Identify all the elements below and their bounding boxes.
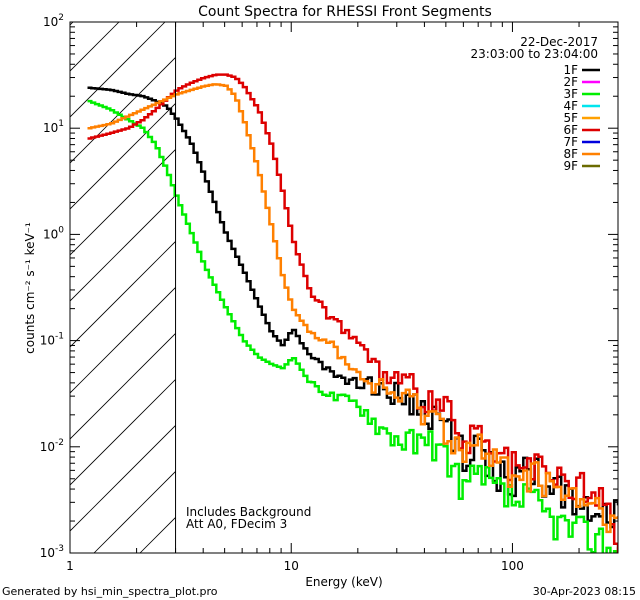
legend-label-5F: 5F	[563, 111, 578, 125]
hatch-line	[70, 240, 176, 348]
chart-title: Count Spectra for RHESSI Front Segments	[198, 4, 492, 20]
y-tick-label: 102	[43, 13, 64, 29]
hatch-line	[232, 22, 640, 553]
series-lines	[87, 73, 618, 553]
x-tick-label: 1	[66, 559, 74, 573]
x-tick-label: 100	[501, 559, 524, 573]
hatch-line	[70, 194, 176, 302]
hatch-line	[70, 22, 120, 72]
legend-label-7F: 7F	[563, 135, 578, 149]
y-tick-label: 10-3	[40, 544, 64, 560]
legend-label-2F: 2F	[563, 75, 578, 89]
hatch-line	[70, 424, 176, 532]
y-axis-label: counts cm⁻² s⁻¹ keV⁻¹	[23, 222, 37, 354]
series-line-8F	[87, 83, 618, 534]
legend-label-4F: 4F	[563, 99, 578, 113]
hatch-line	[70, 378, 176, 486]
plot-frame	[69, 21, 619, 554]
series-line-3F	[87, 99, 618, 553]
date-label: 22-Dec-2017	[520, 35, 598, 49]
footer-generated-by: Generated by hsi_min_spectra_plot.pro	[2, 585, 218, 598]
y-tick-label: 100	[43, 225, 64, 241]
time-range-label: 23:03:00 to 23:04:00	[471, 47, 598, 61]
x-tick-label: 10	[284, 559, 299, 573]
y-tick-label: 10-1	[40, 332, 64, 348]
hatch-line	[70, 102, 176, 210]
hatch-line	[70, 22, 166, 118]
legend-label-3F: 3F	[563, 87, 578, 101]
legend-label-6F: 6F	[563, 123, 578, 137]
axes: 1 10 100 10-3 10-2 10-1 100 101 102	[40, 13, 619, 573]
annotation-attenuator: Att A0, FDecim 3	[186, 517, 287, 531]
hatch-line	[600, 22, 640, 553]
hatch-line	[70, 286, 176, 394]
y-tick-label: 10-2	[40, 438, 64, 454]
series-line-1F	[87, 86, 618, 529]
hatch-line	[70, 332, 176, 440]
annotation-background: Includes Background	[186, 505, 311, 519]
legend-label-1F: 1F	[563, 63, 578, 77]
x-axis-label: Energy (keV)	[305, 575, 382, 589]
y-tick-label: 101	[43, 119, 64, 135]
legend-label-9F: 9F	[563, 159, 578, 173]
footer-timestamp: 30-Apr-2023 08:15	[533, 585, 636, 598]
hatch-line	[70, 56, 176, 164]
legend-label-8F: 8F	[563, 147, 578, 161]
hatch-line	[70, 148, 176, 256]
